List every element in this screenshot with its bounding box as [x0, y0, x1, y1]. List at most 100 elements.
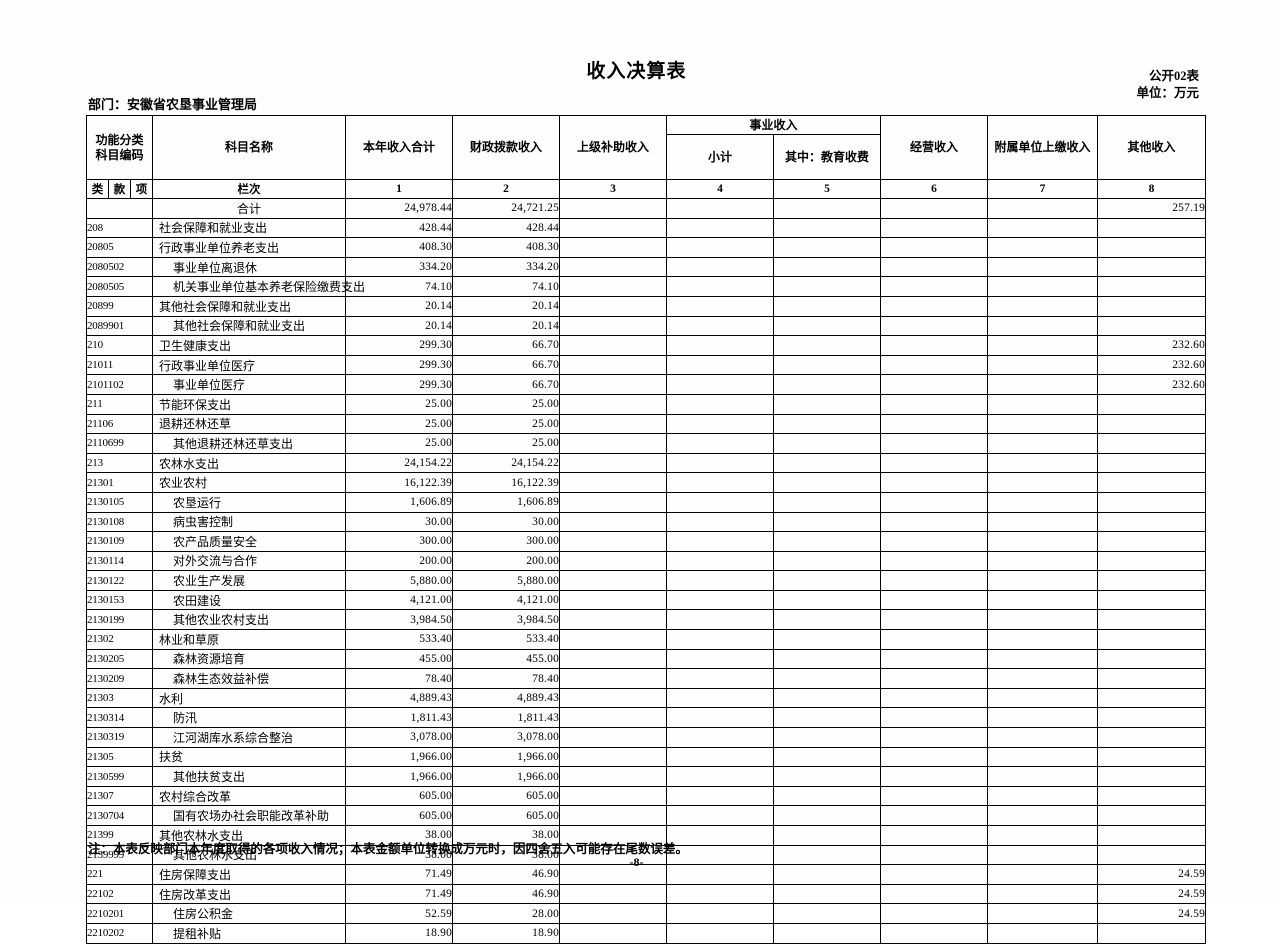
row-code: 21303 — [85, 687, 154, 709]
row-value-col4 — [666, 922, 775, 944]
row-value-col2: 455.00 — [452, 648, 561, 670]
row-code: 2080505 — [85, 276, 154, 297]
row-value-col1: 16,122.39 — [345, 472, 454, 493]
row-subject-name: 退耕还林还草 — [152, 413, 347, 435]
row-subject-name: 森林生态效益补偿 — [152, 668, 347, 689]
row-subject-name: 农田建设 — [152, 589, 347, 611]
row-code: 221 — [85, 864, 154, 885]
row-code: 2130114 — [85, 550, 154, 572]
lane-number-5: 5 — [773, 179, 882, 199]
row-value-col6 — [880, 511, 989, 533]
row-value-col8: 232.60 — [1097, 374, 1207, 395]
table-row: 2130114 对外交流与合作 200.00 200.00 — [85, 550, 1207, 572]
row-subject-name: 农业农村 — [152, 472, 347, 493]
row-value-col4 — [666, 531, 775, 552]
lane-number-3: 3 — [559, 179, 668, 199]
table-row: 合计 24,978.44 24,721.25 257.19 — [85, 198, 1207, 219]
row-value-col8 — [1097, 472, 1207, 493]
row-subject-name: 其他扶贫支出 — [152, 766, 347, 787]
header-affiliated-unit-remit: 附属单位上缴收入 — [987, 115, 1099, 180]
row-value-col1: 18.90 — [345, 922, 454, 944]
row-subject-name: 农垦运行 — [152, 491, 347, 513]
row-value-col6 — [880, 335, 989, 356]
row-value-col5 — [773, 452, 882, 474]
row-value-col1: 299.30 — [345, 335, 454, 356]
row-value-col8 — [1097, 629, 1207, 650]
row-value-col4 — [666, 903, 775, 924]
row-value-col6 — [880, 609, 989, 631]
row-value-col4 — [666, 433, 775, 454]
row-value-col5 — [773, 491, 882, 513]
row-value-col6 — [880, 413, 989, 435]
table-row: 21011 行政事业单位医疗 299.30 66.70 232.60 — [85, 354, 1207, 376]
table-row: 20805 行政事业单位养老支出 408.30 408.30 — [85, 237, 1207, 258]
row-code: 2130108 — [85, 511, 154, 533]
header-code-xiang: 项 — [129, 179, 154, 199]
row-value-col2: 1,966.00 — [452, 766, 561, 787]
row-value-col7 — [987, 198, 1099, 219]
row-value-col4 — [666, 217, 775, 239]
row-value-col5 — [773, 766, 882, 787]
row-value-col5 — [773, 883, 882, 905]
row-value-col8 — [1097, 687, 1207, 709]
row-value-col4 — [666, 589, 775, 611]
lane-number-1: 1 — [345, 179, 454, 199]
row-value-col7 — [987, 805, 1099, 826]
row-subject-name: 行政事业单位医疗 — [152, 354, 347, 376]
row-value-col4 — [666, 472, 775, 493]
row-code: 2130105 — [85, 491, 154, 513]
row-value-col7 — [987, 727, 1099, 748]
table-row: 21106 退耕还林还草 25.00 25.00 — [85, 413, 1207, 435]
row-value-col5 — [773, 433, 882, 454]
row-value-col1: 52.59 — [345, 903, 454, 924]
row-code: 21106 — [85, 413, 154, 435]
row-value-col5 — [773, 276, 882, 297]
row-value-col5 — [773, 198, 882, 219]
row-code: 2210202 — [85, 922, 154, 944]
row-code: 21305 — [85, 746, 154, 768]
row-value-col2: 20.14 — [452, 315, 561, 337]
row-subject-name: 其他社会保障和就业支出 — [152, 295, 347, 317]
row-value-col5 — [773, 354, 882, 376]
row-value-col2: 4,121.00 — [452, 589, 561, 611]
row-value-col3 — [559, 687, 668, 709]
row-value-col8: 232.60 — [1097, 354, 1207, 376]
row-value-col1: 428.44 — [345, 217, 454, 239]
row-value-col1: 24,978.44 — [345, 198, 454, 219]
row-value-col2: 200.00 — [452, 550, 561, 572]
row-value-col3 — [559, 883, 668, 905]
row-subject-name: 其他社会保障和就业支出 — [152, 315, 347, 337]
row-value-col6 — [880, 472, 989, 493]
row-value-col1: 533.40 — [345, 629, 454, 650]
row-code: 21307 — [85, 785, 154, 807]
row-code: 2210201 — [85, 903, 154, 924]
row-value-col3 — [559, 511, 668, 533]
row-value-col7 — [987, 746, 1099, 768]
row-subject-name: 住房公积金 — [152, 903, 347, 924]
row-value-col4 — [666, 237, 775, 258]
row-value-col3 — [559, 785, 668, 807]
row-value-col8 — [1097, 922, 1207, 944]
row-value-col8 — [1097, 315, 1207, 337]
row-value-col3 — [559, 707, 668, 729]
row-value-col2: 605.00 — [452, 785, 561, 807]
unit-label: 单位：万元 — [1136, 86, 1199, 100]
row-subject-name: 事业单位医疗 — [152, 374, 347, 395]
row-value-col1: 78.40 — [345, 668, 454, 689]
row-value-col1: 1,606.89 — [345, 491, 454, 513]
table-row: 2130108 病虫害控制 30.00 30.00 — [85, 511, 1207, 533]
row-value-col3 — [559, 903, 668, 924]
row-value-col5 — [773, 472, 882, 493]
row-value-col1: 455.00 — [345, 648, 454, 670]
row-value-col4 — [666, 883, 775, 905]
row-code: 21011 — [85, 354, 154, 376]
row-value-col8 — [1097, 452, 1207, 474]
row-code: 2130319 — [85, 727, 154, 748]
row-subject-name: 机关事业单位基本养老保险缴费支出 — [152, 276, 365, 297]
row-value-col7 — [987, 237, 1099, 258]
row-value-col6 — [880, 315, 989, 337]
row-value-col4 — [666, 491, 775, 513]
row-value-col7 — [987, 589, 1099, 611]
row-value-col1: 3,984.50 — [345, 609, 454, 631]
row-value-col2: 5,880.00 — [452, 570, 561, 591]
